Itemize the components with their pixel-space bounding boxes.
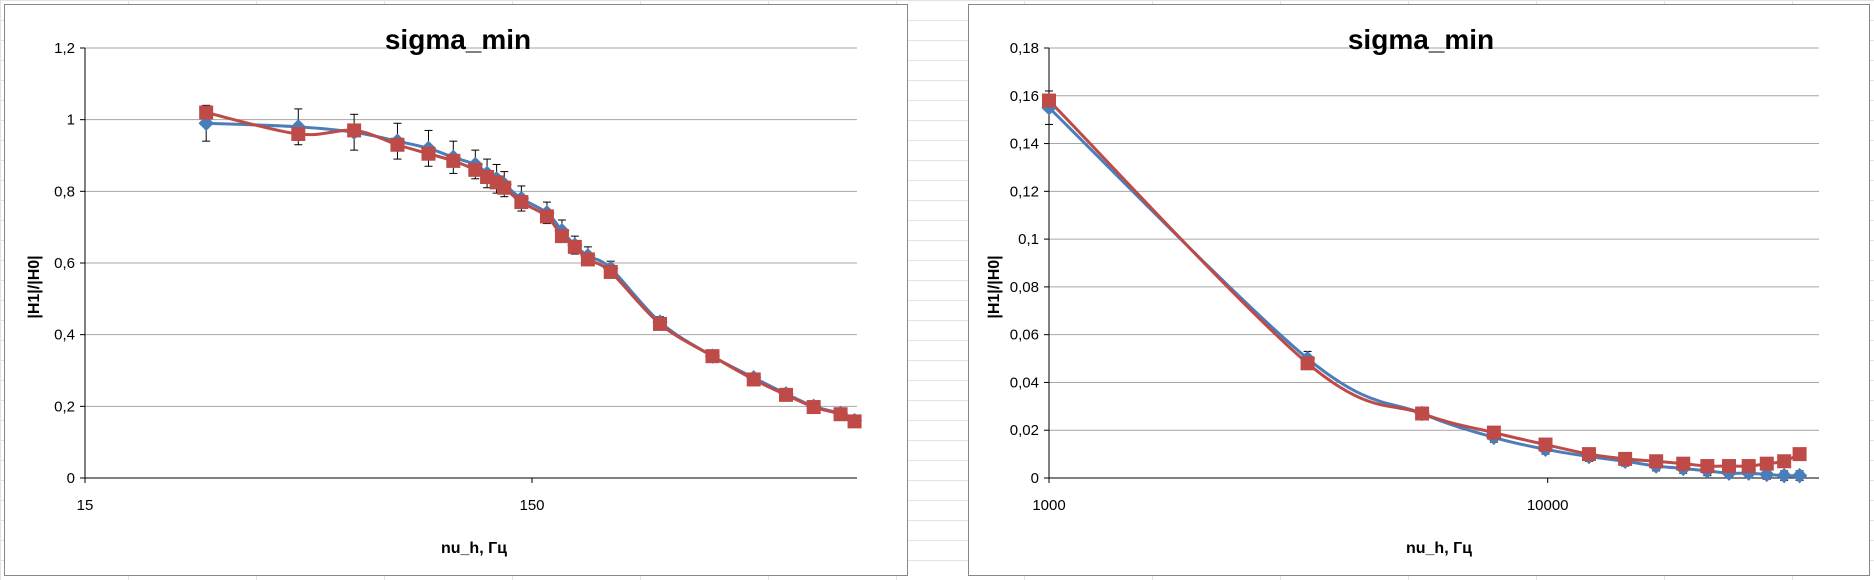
series-line xyxy=(1047,106,1800,478)
data-point-square xyxy=(1777,454,1792,469)
y-tick-label: 0,18 xyxy=(1010,40,1039,57)
data-point-diamond xyxy=(1759,466,1775,483)
data-point-square xyxy=(347,123,362,138)
data-point-square xyxy=(1741,459,1756,474)
x-tick-labels: 1000 10000 xyxy=(1032,497,1568,514)
data-point-square xyxy=(603,264,618,279)
y-axis-title: |H1|/|H0| xyxy=(26,255,43,318)
data-point-square xyxy=(497,180,512,195)
data-point-square xyxy=(779,387,794,402)
data-point-square xyxy=(468,162,483,177)
data-point-square xyxy=(833,407,848,422)
data-point-diamond xyxy=(1776,467,1792,484)
x-axis-title: nu_h, Гц xyxy=(441,540,507,557)
x-tick-label: 15 xyxy=(77,497,94,514)
data-point-square xyxy=(446,153,461,168)
data-point-diamond xyxy=(1791,467,1808,484)
x-tick-label: 150 xyxy=(520,497,545,514)
data-point-square xyxy=(291,127,306,141)
data-point-square xyxy=(1700,459,1715,474)
data-point-square xyxy=(1300,356,1315,371)
chart-panel-right[interactable]: 0 0,02 0,04 0,06 0,08 0,1 0,12 0,14 0,16 0,18 100… xyxy=(968,4,1870,576)
x-tick-labels: 15 150 xyxy=(77,497,545,514)
x-tick-label: 10000 xyxy=(1527,497,1569,514)
data-point-square xyxy=(1759,456,1774,471)
y-tick-labels: 0 0,02 0,04 0,06 0,08 0,1 0,12 0,14 0,16 0,18 xyxy=(1010,40,1039,487)
data-point-square xyxy=(1618,451,1633,466)
data-point-square xyxy=(705,349,720,364)
y-tick-label: 1,2 xyxy=(54,40,75,57)
data-point-square xyxy=(539,209,554,224)
chart-title: sigma_min xyxy=(1348,24,1494,55)
data-point-square xyxy=(746,372,761,387)
y-tick-label: 0,8 xyxy=(54,183,75,200)
y-tick-label: 0,2 xyxy=(54,398,75,415)
series-markers xyxy=(1041,93,1808,484)
data-point-square xyxy=(1676,456,1691,471)
y-tick-label: 1 xyxy=(67,112,75,129)
y-tick-label: 0 xyxy=(67,470,75,487)
y-tick-label: 0,08 xyxy=(1010,279,1039,296)
data-point-square xyxy=(514,195,529,210)
data-point-square xyxy=(1722,459,1737,474)
data-point-diamond xyxy=(198,115,214,131)
data-point-square xyxy=(1042,93,1056,108)
series-markers xyxy=(198,105,863,429)
y-tick-label: 0 xyxy=(1031,470,1039,487)
data-point-square xyxy=(1581,447,1596,462)
data-point-square xyxy=(1649,454,1664,469)
y-tick-label: 0,02 xyxy=(1010,422,1039,439)
chart-panel-left[interactable]: 0 0,2 0,4 0,6 0,8 1 1,2 15 150 sigma_min nu_h, … xyxy=(4,4,908,576)
y-tick-labels: 0 0,2 0,4 0,6 0,8 1 1,2 xyxy=(54,40,75,487)
data-point-square xyxy=(806,400,821,415)
data-point-square xyxy=(653,316,668,331)
data-point-square xyxy=(421,146,436,161)
chart-right-svg: 0 0,02 0,04 0,06 0,08 0,1 0,12 0,14 0,16 0,18 100… xyxy=(986,24,1819,557)
y-tick-label: 0,16 xyxy=(1010,88,1039,105)
data-point-square xyxy=(554,229,569,244)
data-point-square xyxy=(199,105,214,120)
chart-title: sigma_min xyxy=(385,24,531,55)
y-tick-label: 0,6 xyxy=(54,255,75,272)
data-point-square xyxy=(1415,406,1430,421)
data-point-square xyxy=(1486,425,1501,440)
gridlines xyxy=(80,47,857,483)
data-point-square xyxy=(390,137,405,152)
chart-left-svg: 0 0,2 0,4 0,6 0,8 1 1,2 15 150 sigma_min nu_h, … xyxy=(26,24,863,557)
y-tick-label: 0,12 xyxy=(1010,183,1039,200)
y-tick-label: 0,1 xyxy=(1018,231,1039,248)
data-point-square xyxy=(1792,447,1807,462)
data-point-square xyxy=(847,414,862,429)
y-axis-title: |H1|/|H0| xyxy=(986,255,1003,318)
x-tick-label: 1000 xyxy=(1032,497,1065,514)
y-tick-label: 0,4 xyxy=(54,327,75,344)
y-tick-label: 0,14 xyxy=(1010,136,1039,153)
data-point-square xyxy=(567,239,582,254)
x-axis-title: nu_h, Гц xyxy=(1406,540,1472,557)
gridlines xyxy=(1044,47,1819,483)
data-point-square xyxy=(1538,437,1553,452)
error-bars xyxy=(1045,90,1804,481)
y-tick-label: 0,06 xyxy=(1010,327,1039,344)
data-point-square xyxy=(580,252,595,267)
y-tick-label: 0,04 xyxy=(1010,374,1039,391)
